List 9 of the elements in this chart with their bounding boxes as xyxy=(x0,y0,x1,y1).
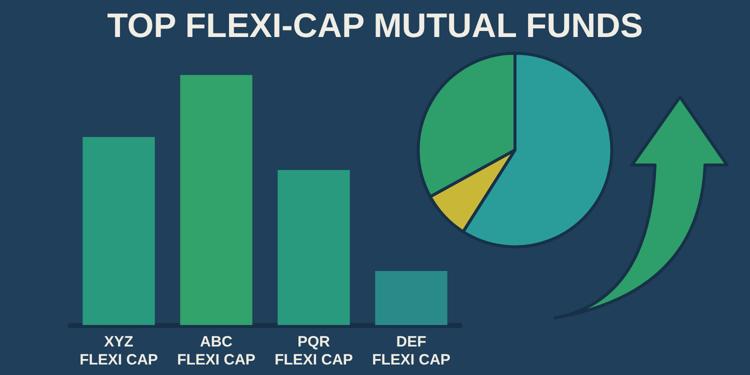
bar xyxy=(180,75,252,325)
x-tick-label: DEF FLEXI CAP xyxy=(372,334,450,368)
chart-title: TOP FLEXI-CAP MUTUAL FUNDS xyxy=(107,7,643,45)
x-tick-label: PQR FLEXI CAP xyxy=(274,334,353,368)
bar xyxy=(375,271,448,325)
bar xyxy=(82,137,155,325)
bar xyxy=(278,170,350,325)
x-tick-label: ABC FLEXI CAP xyxy=(177,334,256,368)
x-tick-label: XYZ FLEXI CAP xyxy=(80,334,158,368)
